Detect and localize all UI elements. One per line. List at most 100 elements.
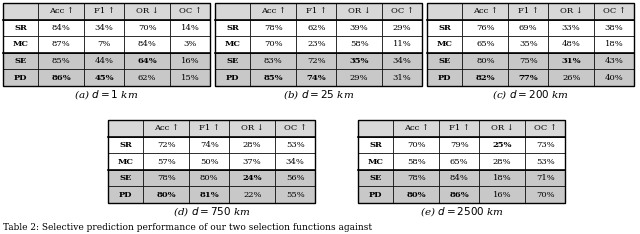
Bar — [595, 69, 634, 86]
Bar — [170, 53, 210, 69]
Text: Table 2: Selective prediction performance of our two selection functions against: Table 2: Selective prediction performanc… — [3, 223, 372, 232]
Bar — [189, 153, 229, 170]
Text: MC: MC — [225, 40, 241, 48]
Text: F1 ↑: F1 ↑ — [94, 7, 115, 15]
Text: (e) $d = 2500$ km: (e) $d = 2500$ km — [419, 205, 504, 218]
Bar — [548, 69, 595, 86]
Bar — [124, 53, 170, 69]
Bar — [382, 69, 422, 86]
Bar — [462, 53, 508, 69]
Text: 35%: 35% — [349, 57, 369, 65]
Bar — [358, 120, 393, 137]
Text: 35%: 35% — [519, 40, 538, 48]
Text: Acc ↑: Acc ↑ — [473, 7, 498, 15]
Bar — [275, 153, 315, 170]
Bar — [336, 3, 382, 20]
Text: 81%: 81% — [200, 191, 219, 199]
Bar — [215, 20, 250, 36]
Text: 18%: 18% — [493, 174, 511, 182]
Text: OC ↑: OC ↑ — [179, 7, 202, 15]
Text: 55%: 55% — [286, 191, 305, 199]
Bar — [215, 36, 250, 53]
Bar — [108, 137, 143, 153]
Bar — [275, 120, 315, 137]
Text: 53%: 53% — [286, 141, 305, 149]
Text: 83%: 83% — [264, 57, 283, 65]
Bar — [170, 69, 210, 86]
Text: 31%: 31% — [393, 74, 412, 82]
Text: 69%: 69% — [519, 24, 538, 32]
Text: F1 ↑: F1 ↑ — [449, 124, 470, 132]
Text: 43%: 43% — [605, 57, 623, 65]
Bar — [250, 20, 296, 36]
Text: 28%: 28% — [493, 157, 511, 165]
Text: 65%: 65% — [450, 157, 468, 165]
Text: 38%: 38% — [605, 24, 623, 32]
Text: 22%: 22% — [243, 191, 262, 199]
Bar — [38, 36, 84, 53]
Bar — [393, 137, 440, 153]
Text: 7%: 7% — [98, 40, 111, 48]
Text: 70%: 70% — [407, 141, 426, 149]
Bar — [479, 137, 525, 153]
Text: 85%: 85% — [264, 74, 283, 82]
Bar — [296, 36, 336, 53]
Bar — [525, 153, 565, 170]
Text: 58%: 58% — [407, 157, 426, 165]
Text: 70%: 70% — [138, 24, 157, 32]
Bar — [250, 53, 296, 69]
Text: 70%: 70% — [264, 40, 283, 48]
Text: 16%: 16% — [493, 191, 511, 199]
Text: PD: PD — [226, 74, 239, 82]
Text: 78%: 78% — [407, 174, 426, 182]
Text: Acc ↑: Acc ↑ — [49, 7, 74, 15]
Bar — [336, 36, 382, 53]
Bar — [427, 36, 462, 53]
Text: 53%: 53% — [536, 157, 554, 165]
Bar — [296, 3, 336, 20]
Text: OR ↓: OR ↓ — [348, 7, 371, 15]
Text: 44%: 44% — [95, 57, 114, 65]
Bar — [525, 120, 565, 137]
Bar — [508, 36, 548, 53]
Bar — [3, 3, 38, 20]
Bar — [84, 69, 124, 86]
Bar — [296, 20, 336, 36]
Text: 56%: 56% — [286, 174, 305, 182]
Bar — [479, 186, 525, 203]
Text: 84%: 84% — [52, 24, 71, 32]
Text: 33%: 33% — [562, 24, 580, 32]
Text: 23%: 23% — [307, 40, 326, 48]
Text: 58%: 58% — [350, 40, 369, 48]
Bar — [275, 137, 315, 153]
Text: MC: MC — [367, 157, 383, 165]
Text: 72%: 72% — [307, 57, 326, 65]
Text: 3%: 3% — [184, 40, 197, 48]
Bar — [393, 170, 440, 186]
Text: 82%: 82% — [476, 74, 495, 82]
Bar — [229, 170, 275, 186]
Text: 70%: 70% — [536, 191, 554, 199]
Bar — [479, 170, 525, 186]
Bar — [393, 153, 440, 170]
Text: F1 ↑: F1 ↑ — [199, 124, 220, 132]
Text: 15%: 15% — [181, 74, 200, 82]
Bar — [595, 53, 634, 69]
Bar — [189, 186, 229, 203]
Bar — [189, 120, 229, 137]
Bar — [479, 153, 525, 170]
Bar — [525, 186, 565, 203]
Bar — [215, 3, 250, 20]
Text: OC ↑: OC ↑ — [391, 7, 413, 15]
Text: PD: PD — [369, 191, 382, 199]
Bar — [525, 170, 565, 186]
Bar — [170, 3, 210, 20]
Bar — [393, 186, 440, 203]
Text: OR ↓: OR ↓ — [136, 7, 159, 15]
Bar — [427, 53, 462, 69]
Text: (a) $d = 1$ km: (a) $d = 1$ km — [74, 88, 139, 101]
Bar — [143, 137, 189, 153]
Text: 62%: 62% — [307, 24, 326, 32]
Text: 14%: 14% — [180, 24, 200, 32]
Text: OC ↑: OC ↑ — [284, 124, 307, 132]
